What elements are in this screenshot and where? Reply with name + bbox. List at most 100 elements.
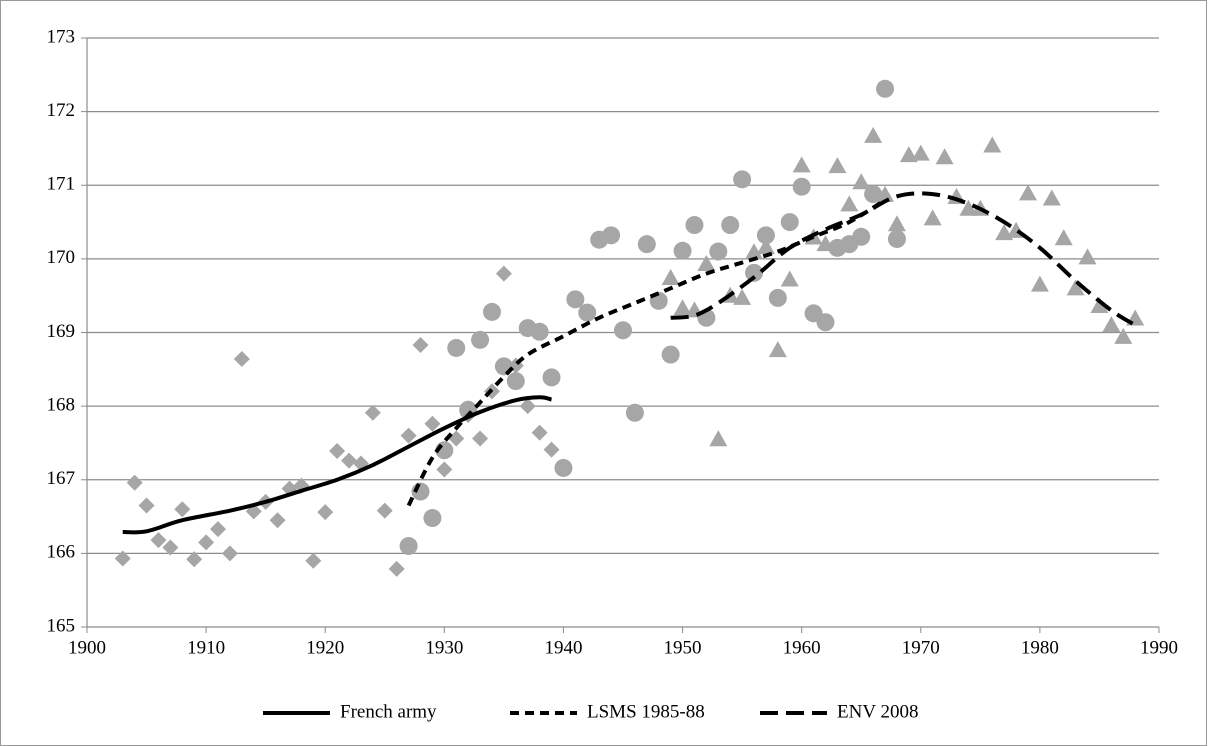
diamond-point [186,551,203,568]
circle-point [482,302,501,321]
legend-label: ENV 2008 [837,701,918,722]
triangle-point [673,299,692,316]
triangle-point [709,430,728,447]
x-tick-label: 1970 [902,637,940,658]
circle-point [399,537,418,556]
diamond-point [376,502,393,519]
triangle-point [756,238,775,255]
trend-line [406,198,887,507]
triangle-point [1114,327,1133,344]
diamond-point [341,452,358,469]
circle-point [887,229,906,248]
x-tick-label: 1990 [1140,637,1178,658]
circle-point [768,288,787,307]
circle-point [673,241,692,260]
circle-point [447,338,466,357]
triangle-point [1066,279,1085,296]
diamond-point [448,430,465,447]
circle-point [625,403,644,422]
triangle-point [697,255,716,272]
y-tick-label: 166 [47,542,76,563]
legend-label: French army [340,701,437,722]
circle-point [792,177,811,196]
circle-point [876,79,895,98]
x-tick-label: 1900 [68,637,106,658]
y-tick-label: 173 [47,26,76,47]
x-tick-label: 1930 [425,637,463,658]
triangle-point [780,270,799,287]
triangle-point [733,288,752,305]
circle-point [423,509,442,528]
circle-point [756,226,775,245]
trend-line [670,191,1137,327]
x-tick-label: 1920 [306,637,344,658]
diamond-point [519,398,536,415]
diamond-point [138,497,155,514]
circle-point [864,185,883,204]
diamond-point [364,404,381,421]
diamond-point [400,427,417,444]
trend-line [122,395,553,535]
x-tick-label: 1960 [783,637,821,658]
triangle-point [959,199,978,216]
circle-point [709,242,728,261]
triangle-point [1030,275,1049,292]
circle-point [816,313,835,332]
diamond-point [150,532,167,549]
triangle-point [1078,248,1097,265]
triangle-point [1018,184,1037,201]
triangle-point [661,269,680,286]
circle-point [578,303,597,322]
diamond-point [233,351,250,368]
triangle-point [768,341,787,358]
triangle-point [840,195,859,212]
diamond-point [221,545,238,562]
diamond-point [436,461,453,478]
diamond-point [412,337,429,354]
triangle-point [1090,296,1109,313]
circle-point [733,170,752,189]
x-tick-label: 1910 [187,637,225,658]
triangle-point [1042,189,1061,206]
y-tick-label: 172 [47,100,76,121]
circle-point [780,213,799,232]
diamond-point [126,474,143,491]
y-tick-label: 170 [47,247,76,268]
diamond-point [543,441,560,458]
diamond-point [472,430,489,447]
triangle-point [1054,229,1073,246]
circle-point [471,330,490,349]
triangle-point [935,148,954,165]
circle-point [530,322,549,341]
circle-point [602,226,621,245]
y-tick-label: 169 [47,321,76,342]
triangle-point [923,209,942,226]
y-tick-label: 168 [47,394,76,415]
triangle-point [983,136,1002,153]
y-tick-label: 171 [47,174,76,195]
triangle-point [816,235,835,252]
triangle-point [828,157,847,174]
circle-point [852,227,871,246]
diamond-point [531,424,548,441]
circle-point [614,321,632,340]
circle-point [637,235,656,254]
diamond-point [305,552,322,569]
circle-point [685,216,704,235]
diamond-point [162,539,179,556]
y-tick-label: 167 [47,468,76,489]
diamond-point [198,534,215,551]
diamond-point [210,521,227,538]
diamond-point [424,415,441,432]
triangle-point [864,126,883,143]
circle-point [661,345,680,364]
diamond-point [269,512,286,529]
diamond-point [317,504,334,521]
circle-point [554,458,573,477]
x-tick-label: 1980 [1021,637,1059,658]
x-tick-label: 1950 [664,637,702,658]
triangle-point [852,173,871,190]
y-tick-label: 165 [47,615,76,636]
triangle-point [911,144,930,161]
